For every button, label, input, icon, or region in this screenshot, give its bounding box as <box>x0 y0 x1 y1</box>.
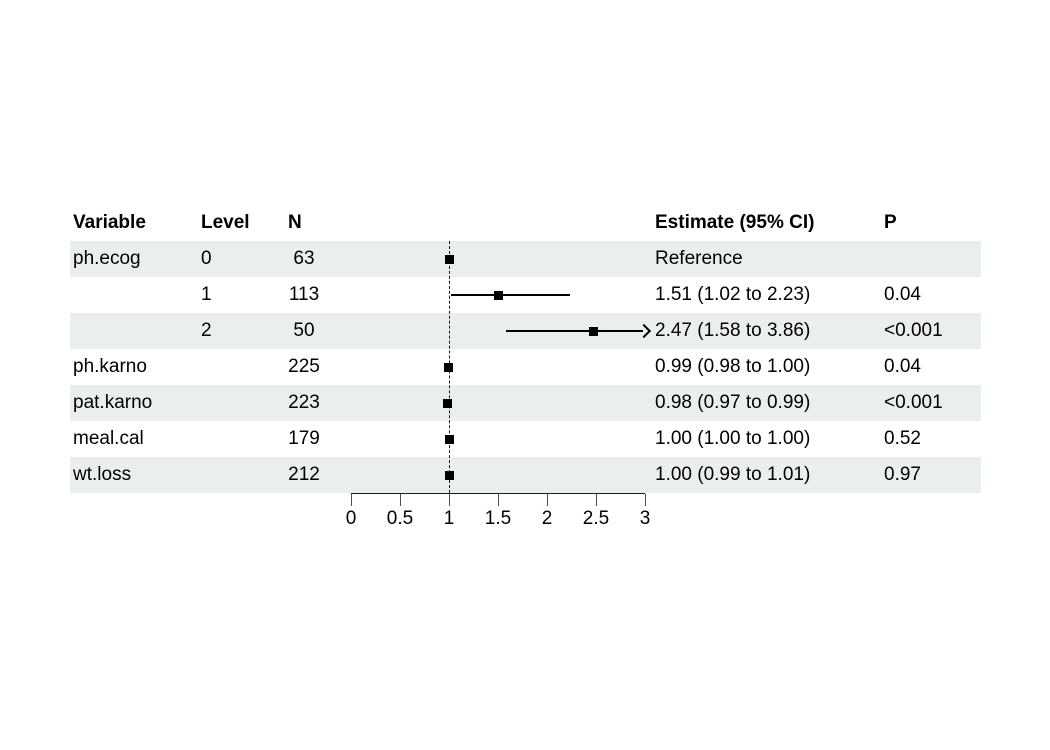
axis-tick <box>449 494 450 506</box>
n-cell: 179 <box>288 428 320 449</box>
estimate-cell: 1.00 (0.99 to 1.01) <box>655 464 811 485</box>
level-cell: 0 <box>201 248 212 269</box>
axis-tick-label: 1 <box>443 508 455 529</box>
axis-tick-label: 0 <box>345 508 357 529</box>
x-axis-line <box>351 493 645 494</box>
column-header-level: Level <box>201 212 250 233</box>
variable-cell: meal.cal <box>73 428 144 449</box>
level-cell: 2 <box>201 320 212 341</box>
variable-cell: wt.loss <box>73 464 132 485</box>
n-cell: 223 <box>288 392 320 413</box>
variable-cell: ph.ecog <box>73 248 141 269</box>
n-cell: 212 <box>288 464 320 485</box>
n-cell: 63 <box>293 248 315 269</box>
table-row: ph.karno 225 0.99 (0.98 to 1.00) 0.04 <box>70 349 981 385</box>
header-row: Variable Level N Estimate (95% CI) P <box>70 205 981 241</box>
axis-tick-label: 2.5 <box>582 508 610 529</box>
table-row: 2 50 2.47 (1.58 to 3.86) <0.001 <box>70 313 981 349</box>
estimate-cell: 2.47 (1.58 to 3.86) <box>655 320 811 341</box>
variable-cell: pat.karno <box>73 392 153 413</box>
axis-tick-label: 2 <box>541 508 553 529</box>
axis-tick <box>645 494 646 506</box>
table-row: pat.karno 223 0.98 (0.97 to 0.99) <0.001 <box>70 385 981 421</box>
axis-tick <box>596 494 597 506</box>
axis-tick <box>400 494 401 506</box>
column-header-variable: Variable <box>73 212 146 233</box>
p-cell: <0.001 <box>884 392 943 413</box>
column-header-n: N <box>288 212 302 233</box>
variable-cell: ph.karno <box>73 356 147 377</box>
estimate-cell: Reference <box>655 248 743 269</box>
n-cell: 113 <box>288 284 320 305</box>
table-row: 1 113 1.51 (1.02 to 2.23) 0.04 <box>70 277 981 313</box>
estimate-cell: 1.00 (1.00 to 1.00) <box>655 428 811 449</box>
p-cell: 0.97 <box>884 464 921 485</box>
p-cell: <0.001 <box>884 320 943 341</box>
table-row: meal.cal 179 1.00 (1.00 to 1.00) 0.52 <box>70 421 981 457</box>
column-header-estimate: Estimate (95% CI) <box>655 212 815 233</box>
axis-tick-label: 0.5 <box>386 508 414 529</box>
p-cell: 0.52 <box>884 428 921 449</box>
n-cell: 50 <box>293 320 315 341</box>
column-header-p: P <box>884 212 897 233</box>
level-cell: 1 <box>201 284 212 305</box>
axis-tick-label: 1.5 <box>484 508 512 529</box>
p-cell: 0.04 <box>884 356 921 377</box>
estimate-cell: 0.99 (0.98 to 1.00) <box>655 356 811 377</box>
n-cell: 225 <box>288 356 320 377</box>
table-row: wt.loss 212 1.00 (0.99 to 1.01) 0.97 <box>70 457 981 493</box>
axis-tick-label: 3 <box>639 508 651 529</box>
axis-tick <box>547 494 548 506</box>
axis-tick <box>351 494 352 506</box>
table-row: ph.ecog 0 63 Reference <box>70 241 981 277</box>
estimate-cell: 0.98 (0.97 to 0.99) <box>655 392 811 413</box>
axis-tick <box>498 494 499 506</box>
p-cell: 0.04 <box>884 284 921 305</box>
estimate-cell: 1.51 (1.02 to 2.23) <box>655 284 811 305</box>
